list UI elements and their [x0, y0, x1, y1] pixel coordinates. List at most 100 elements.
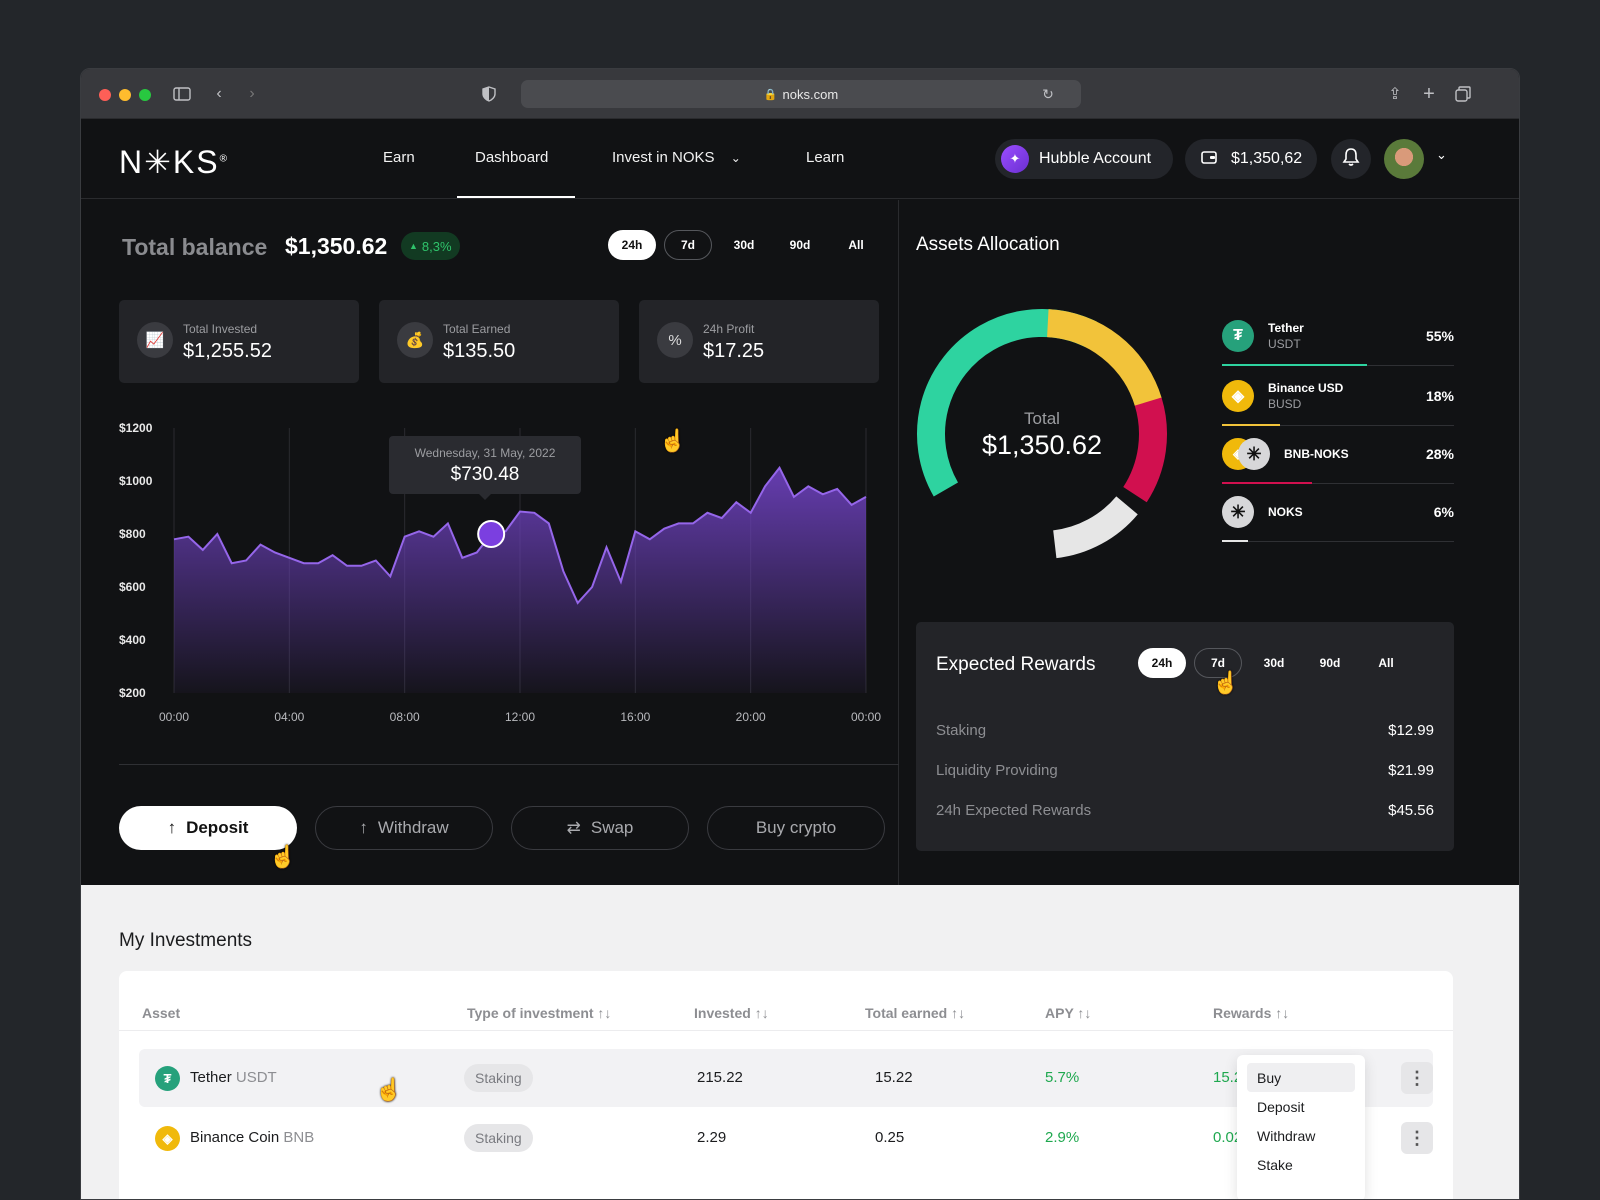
x-tick-label: 00:00 — [159, 710, 189, 724]
balance-chart[interactable]: 00:00 04:00 08:00 12:00 16:00 20:00 00:00 $1200… — [81, 418, 899, 738]
divider — [119, 764, 899, 765]
legend-noks[interactable]: ✳ NOKS 6% — [1222, 484, 1454, 542]
investment-type-tag: Staking — [464, 1064, 533, 1092]
legend-asset-percent: 28% — [1425, 446, 1454, 462]
tooltip-pointer — [479, 494, 491, 500]
header-apy[interactable]: APY ↑↓ — [1045, 1005, 1092, 1021]
menu-item-stake[interactable]: Stake — [1257, 1156, 1293, 1173]
wallet-button[interactable]: $1,350,62 — [1185, 139, 1317, 179]
allocation-donut[interactable]: Total $1,350.62 — [912, 304, 1172, 564]
range-7d[interactable]: 7d — [664, 230, 712, 260]
legend-asset-percent: 55% — [1425, 328, 1454, 344]
investments-table: Asset Type of investment ↑↓ Invested ↑↓ … — [119, 971, 1453, 1199]
row-menu-button[interactable]: ⋮ — [1401, 1122, 1433, 1154]
account-label: Hubble Account — [1039, 150, 1152, 167]
range-90d[interactable]: 90d — [789, 238, 811, 252]
avatar-chevron-down-icon[interactable]: ⌄ — [1436, 147, 1447, 162]
buy-crypto-label: Buy crypto — [755, 818, 837, 837]
header-type[interactable]: Type of investment ↑↓ — [467, 1005, 612, 1021]
reward-row-liquidity: Liquidity Providing $21.99 — [936, 762, 1434, 779]
menu-item-withdraw[interactable]: Withdraw — [1257, 1127, 1316, 1144]
legend-asset-name: BNB-NOKS — [1284, 447, 1349, 461]
reward-label: Staking — [936, 722, 987, 739]
buy-crypto-button[interactable]: Buy crypto — [707, 806, 885, 850]
noks-logo[interactable]: N✳KS® — [119, 143, 229, 181]
legend-busd[interactable]: ◈ Binance USD BUSD 18% — [1222, 368, 1454, 426]
x-tick-label: 08:00 — [390, 710, 420, 724]
tabs-overview-icon[interactable] — [1452, 83, 1474, 105]
donut-segment-busd — [917, 308, 1167, 559]
account-button[interactable]: ✦ Hubble Account — [995, 139, 1173, 179]
allocation-panel: Assets Allocation Total $1,350.62 ₮ Teth… — [900, 200, 1519, 885]
close-window-button[interactable] — [99, 89, 111, 101]
chart-line — [173, 465, 867, 605]
header-asset[interactable]: Asset — [142, 1005, 181, 1021]
hubble-account-icon: ✦ — [1001, 145, 1029, 173]
legend-bar — [1222, 482, 1312, 484]
y-tick-label: $1200 — [119, 421, 153, 435]
balance-change-value: 8,3% — [421, 238, 452, 254]
asset-symbol: USDT — [235, 1069, 277, 1086]
range-24h[interactable]: 24h — [1138, 648, 1186, 678]
share-icon[interactable]: ⇪ — [1388, 86, 1402, 103]
row-actions-menu: Buy Deposit Withdraw Stake — [1237, 1055, 1365, 1199]
range-30d[interactable]: 30d — [733, 238, 755, 252]
nav-learn[interactable]: Learn — [806, 149, 845, 166]
range-24h[interactable]: 24h — [608, 230, 656, 260]
legend-bnb-noks[interactable]: ◈ ✳ BNB-NOKS 28% — [1222, 426, 1454, 484]
minimize-window-button[interactable] — [119, 89, 131, 101]
logo-text: N✳KS — [119, 144, 220, 180]
range-all[interactable]: All — [1378, 656, 1394, 670]
withdraw-button[interactable]: ↑ Withdraw — [315, 806, 493, 850]
nav-earn[interactable]: Earn — [383, 149, 415, 166]
back-icon[interactable]: ‹ — [216, 85, 222, 102]
legend-asset-name: NOKS — [1268, 505, 1303, 519]
total-balance-value: $1,350.62 — [285, 233, 388, 259]
header-total-earned[interactable]: Total earned ↑↓ — [865, 1005, 966, 1021]
forward-icon[interactable]: › — [249, 85, 255, 102]
active-nav-indicator — [457, 196, 575, 198]
reward-value: $12.99 — [1388, 722, 1434, 739]
url-text: noks.com — [782, 86, 839, 102]
menu-item-buy[interactable]: Buy — [1247, 1063, 1355, 1092]
range-7d[interactable]: 7d — [1194, 648, 1242, 678]
donut-total-label: Total — [1024, 409, 1060, 428]
legend-asset-percent: 6% — [1433, 504, 1454, 520]
menu-item-deposit[interactable]: Deposit — [1257, 1098, 1305, 1115]
legend-asset-name: Tether — [1268, 321, 1304, 335]
header-divider — [119, 1030, 1453, 1031]
x-tick-label: 12:00 — [505, 710, 535, 724]
stat-label: Total Invested — [183, 322, 258, 336]
row-menu-button[interactable]: ⋮ — [1401, 1062, 1433, 1094]
range-30d[interactable]: 30d — [1263, 656, 1285, 670]
range-90d[interactable]: 90d — [1319, 656, 1341, 670]
app: N✳KS® Earn Dashboard Invest in NOKS ⌄ Le… — [81, 119, 1519, 1199]
notifications-button[interactable] — [1331, 139, 1371, 179]
nav-invest[interactable]: Invest in NOKS ⌄ — [612, 149, 741, 166]
donut-total-value: $1,350.62 — [982, 430, 1102, 460]
header-invested[interactable]: Invested ↑↓ — [694, 1005, 769, 1021]
sidebar-toggle-icon[interactable] — [171, 83, 193, 105]
y-tick-label: $800 — [119, 527, 146, 541]
zoom-window-button[interactable] — [139, 89, 151, 101]
table-row[interactable]: ◈ Binance Coin BNB Staking 2.29 0.25 2.9… — [139, 1109, 1433, 1167]
new-tab-icon[interactable]: + — [1423, 82, 1435, 105]
reload-icon[interactable]: ↻ — [1042, 85, 1054, 102]
shield-icon[interactable] — [478, 83, 500, 105]
swap-button[interactable]: ⇄ Swap — [511, 806, 689, 850]
range-all[interactable]: All — [848, 238, 864, 252]
header-rewards[interactable]: Rewards ↑↓ — [1213, 1005, 1290, 1021]
address-bar[interactable]: 🔒 noks.com — [521, 80, 1081, 108]
hand-cursor-icon: ☝ — [1212, 670, 1240, 695]
legend-asset-percent: 18% — [1425, 388, 1454, 404]
hand-cursor-icon: ☝ — [375, 1077, 403, 1102]
deposit-button[interactable]: ↑ Deposit — [119, 806, 297, 850]
nav-dashboard[interactable]: Dashboard — [475, 149, 549, 166]
stat-total-earned: 💰 Total Earned $135.50 — [379, 300, 619, 383]
stat-value: $17.25 — [703, 340, 765, 362]
user-avatar[interactable] — [1384, 139, 1424, 179]
deposit-label: Deposit — [186, 818, 249, 837]
reward-row-24h-total: 24h Expected Rewards $45.56 — [936, 802, 1434, 819]
assets-allocation-title: Assets Allocation — [916, 234, 1060, 255]
legend-tether[interactable]: ₮ Tether USDT 55% — [1222, 308, 1454, 366]
